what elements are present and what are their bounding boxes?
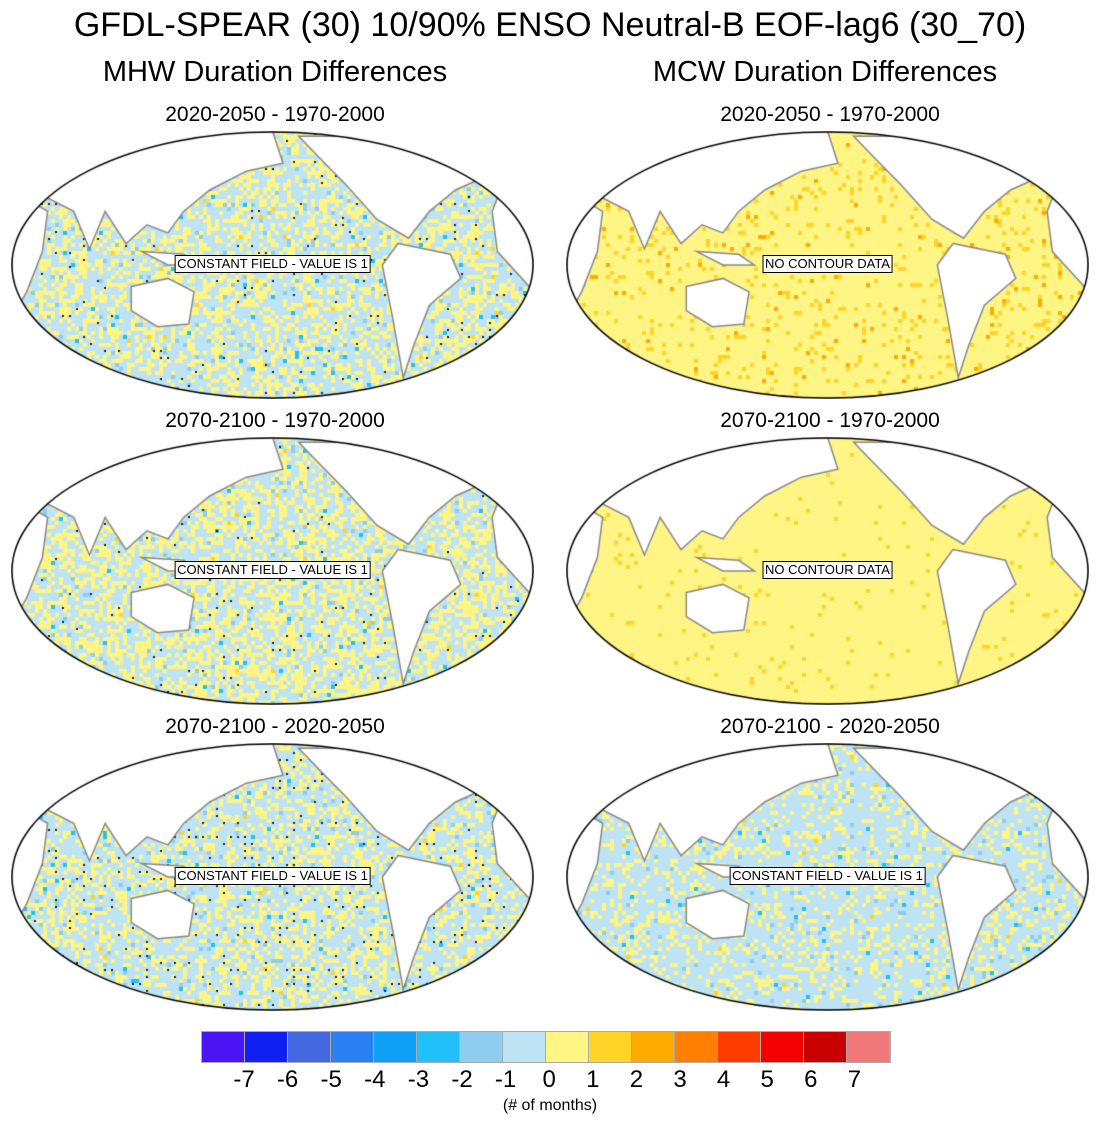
colorbar-tick-label: 5: [760, 1066, 774, 1093]
colorbar-tick-label: -7: [233, 1066, 255, 1093]
colorbar-swatch: [288, 1032, 331, 1062]
map-annotation: NO CONTOUR DATA: [762, 255, 893, 273]
colorbar-units: (# of months): [502, 1097, 598, 1114]
map-annotation: CONSTANT FIELD - VALUE IS 1: [174, 561, 371, 579]
colorbar-swatch: [847, 1032, 890, 1062]
map-annotation: CONSTANT FIELD - VALUE IS 1: [174, 867, 371, 885]
colorbar-tick-label: -4: [364, 1066, 386, 1093]
column-title-mhw: MHW Duration Differences: [102, 56, 448, 88]
colorbar-tick-label: 6: [804, 1066, 818, 1093]
colorbar-swatch: [331, 1032, 374, 1062]
colorbar-tick-label: -1: [494, 1066, 517, 1093]
colorbar-swatch: [245, 1032, 288, 1062]
colorbar-swatch: [675, 1032, 718, 1062]
colorbar-swatch: [589, 1032, 632, 1062]
colorbar-tick-label: 2: [629, 1066, 644, 1093]
colorbar-tick-label: 1: [586, 1066, 600, 1093]
column-title-mcw: MCW Duration Differences: [652, 56, 998, 88]
colorbar-tick-label: 0: [542, 1066, 556, 1093]
colorbar-tick-label: 3: [673, 1066, 687, 1093]
map-annotation: NO CONTOUR DATA: [762, 561, 893, 579]
panel-title: 2020-2050 - 1970-2000: [720, 103, 940, 126]
panel-title: 2020-2050 - 1970-2000: [165, 103, 385, 126]
panel-title: 2070-2100 - 1970-2000: [720, 409, 940, 432]
colorbar-swatch: [503, 1032, 546, 1062]
panel-title: 2070-2100 - 2020-2050: [720, 715, 940, 738]
colorbar-tick-label: 7: [847, 1066, 862, 1093]
panel-title: 2070-2100 - 2020-2050: [165, 715, 385, 738]
colorbar-tick-label: -3: [407, 1066, 430, 1093]
colorbar-tick-label: -2: [451, 1066, 473, 1093]
colorbar-swatch: [546, 1032, 589, 1062]
colorbar: [201, 1031, 891, 1063]
map-annotation: CONSTANT FIELD - VALUE IS 1: [729, 867, 926, 885]
colorbar-swatch: [632, 1032, 675, 1062]
map-annotation: CONSTANT FIELD - VALUE IS 1: [174, 255, 371, 273]
figure-title: GFDL-SPEAR (30) 10/90% ENSO Neutral-B EO…: [73, 6, 1027, 44]
colorbar-tick-label: -6: [276, 1066, 299, 1093]
colorbar-tick-label: -5: [320, 1066, 342, 1093]
colorbar-swatch: [718, 1032, 761, 1062]
colorbar-tick-label: 4: [716, 1066, 731, 1093]
colorbar-swatch: [374, 1032, 417, 1062]
colorbar-swatch: [460, 1032, 503, 1062]
colorbar-swatch: [202, 1032, 245, 1062]
colorbar-swatch: [761, 1032, 804, 1062]
colorbar-swatch: [804, 1032, 847, 1062]
panel-title: 2070-2100 - 1970-2000: [165, 409, 385, 432]
colorbar-swatch: [417, 1032, 460, 1062]
